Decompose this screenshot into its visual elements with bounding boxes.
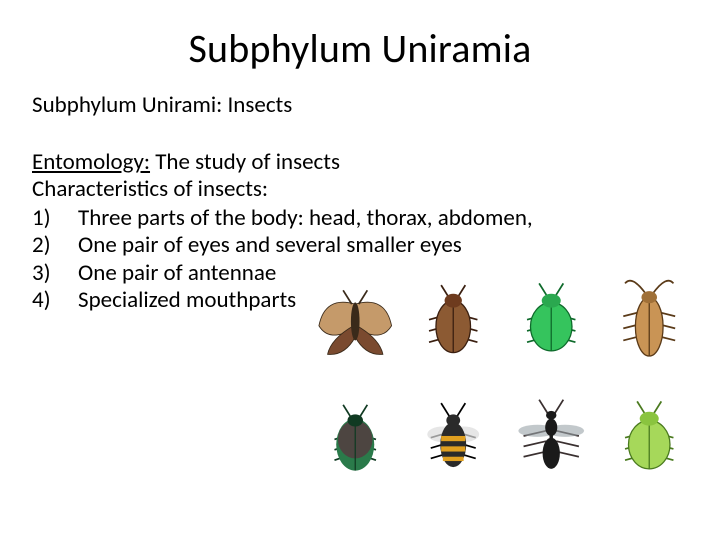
insect-wasp xyxy=(504,382,598,496)
insect-beetle-iridescent xyxy=(308,382,402,496)
insect-beetle-tan xyxy=(602,264,696,378)
beetle-icon xyxy=(606,387,692,492)
list-number: 3) xyxy=(32,260,78,287)
beetle-icon xyxy=(410,269,496,374)
entomology-line: Entomology: The study of insects xyxy=(32,149,688,176)
insect-moth xyxy=(308,264,402,378)
wasp-icon xyxy=(508,387,594,492)
list-text: Three parts of the body: head, thorax, a… xyxy=(78,205,688,232)
entomology-term: Entomology: xyxy=(32,148,150,176)
slide-title: Subphylum Uniramia xyxy=(32,24,688,73)
list-number: 1) xyxy=(32,205,78,232)
list-number: 2) xyxy=(32,232,78,259)
entomology-definition: The study of insects xyxy=(150,148,340,176)
slide-subtitle: Subphylum Unirami: Insects xyxy=(32,91,688,119)
beetle-icon xyxy=(508,269,594,374)
insect-beetle-lime xyxy=(602,382,696,496)
insect-beetle-green xyxy=(504,264,598,378)
characteristics-heading: Characteristics of insects: xyxy=(32,176,688,203)
slide: Subphylum Uniramia Subphylum Unirami: In… xyxy=(0,0,720,540)
beetle-icon xyxy=(606,269,692,374)
insect-bee xyxy=(406,382,500,496)
list-item: 1) Three parts of the body: head, thorax… xyxy=(32,205,688,232)
bee-icon xyxy=(410,387,496,492)
list-text: One pair of eyes and several smaller eye… xyxy=(78,232,688,259)
insect-beetle-brown xyxy=(406,264,500,378)
insect-grid xyxy=(308,264,696,496)
list-item: 2) One pair of eyes and several smaller … xyxy=(32,232,688,259)
list-number: 4) xyxy=(32,287,78,314)
beetle-icon xyxy=(312,387,398,492)
moth-icon xyxy=(312,269,398,374)
